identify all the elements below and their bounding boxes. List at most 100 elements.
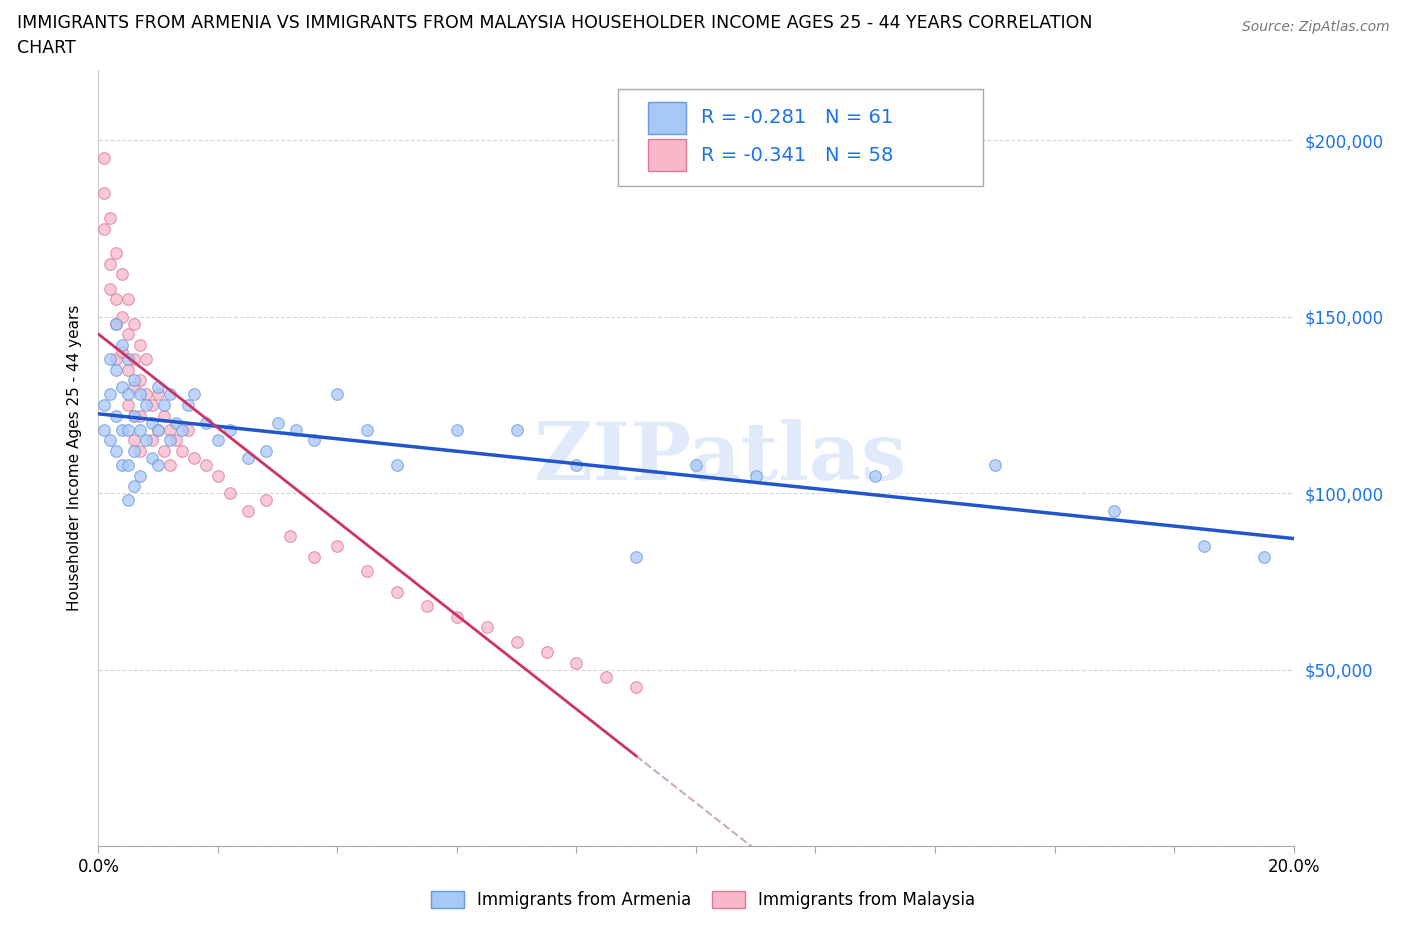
Point: [172, 422, 194, 437]
Point: [207, 433, 229, 448]
Point: [141, 398, 163, 413]
Point: [159, 387, 181, 402]
Point: [302, 433, 325, 448]
Point: [111, 422, 134, 437]
Point: [98, 210, 122, 225]
Point: [111, 310, 134, 325]
Point: [129, 422, 152, 437]
Point: [135, 433, 157, 448]
Point: [326, 538, 349, 553]
FancyBboxPatch shape: [648, 139, 686, 171]
Point: [141, 451, 163, 466]
Point: [153, 444, 176, 458]
Point: [98, 433, 122, 448]
Point: [219, 485, 242, 500]
Point: [385, 585, 409, 600]
Point: [117, 493, 139, 508]
Point: [111, 338, 134, 352]
Point: [219, 422, 242, 437]
Point: [117, 398, 139, 413]
Point: [506, 422, 529, 437]
Point: [165, 433, 187, 448]
Point: [536, 644, 558, 659]
Point: [236, 503, 259, 518]
Point: [105, 292, 128, 307]
Point: [1192, 538, 1215, 553]
Point: [124, 479, 146, 494]
Point: [124, 373, 146, 388]
Point: [98, 281, 122, 296]
Point: [124, 408, 146, 423]
Text: IMMIGRANTS FROM ARMENIA VS IMMIGRANTS FROM MALAYSIA HOUSEHOLDER INCOME AGES 25 -: IMMIGRANTS FROM ARMENIA VS IMMIGRANTS FR…: [17, 14, 1092, 32]
Point: [385, 458, 409, 472]
Point: [117, 327, 139, 342]
Point: [326, 387, 349, 402]
Point: [565, 656, 588, 671]
Y-axis label: Householder Income Ages 25 - 44 years: Householder Income Ages 25 - 44 years: [67, 305, 83, 611]
Point: [565, 458, 588, 472]
Point: [153, 408, 176, 423]
Point: [141, 433, 163, 448]
Point: [183, 451, 205, 466]
Point: [98, 387, 122, 402]
Point: [124, 316, 146, 331]
Point: [195, 416, 218, 431]
Point: [105, 363, 128, 378]
Point: [153, 398, 176, 413]
Point: [93, 151, 115, 166]
Point: [124, 444, 146, 458]
Point: [93, 186, 115, 201]
Point: [195, 458, 218, 472]
Point: [177, 422, 200, 437]
Point: [446, 422, 468, 437]
Point: [105, 316, 128, 331]
Point: [1104, 503, 1126, 518]
Point: [148, 380, 170, 395]
Text: R = -0.341   N = 58: R = -0.341 N = 58: [700, 146, 893, 165]
Point: [177, 398, 200, 413]
Point: [475, 620, 498, 635]
Legend: Immigrants from Armenia, Immigrants from Malaysia: Immigrants from Armenia, Immigrants from…: [422, 883, 984, 917]
Point: [356, 564, 378, 578]
Point: [446, 609, 468, 624]
Point: [626, 550, 648, 565]
Text: Source: ZipAtlas.com: Source: ZipAtlas.com: [1241, 20, 1389, 34]
Point: [105, 352, 128, 366]
Point: [117, 387, 139, 402]
Point: [745, 468, 768, 483]
Point: [865, 468, 887, 483]
Point: [105, 246, 128, 260]
Point: [129, 338, 152, 352]
Point: [117, 292, 139, 307]
Point: [284, 422, 307, 437]
Point: [207, 468, 229, 483]
Point: [93, 398, 115, 413]
Text: ZIPatlas: ZIPatlas: [534, 419, 905, 497]
Point: [135, 352, 157, 366]
FancyBboxPatch shape: [619, 89, 983, 186]
Point: [148, 387, 170, 402]
Point: [356, 422, 378, 437]
Point: [254, 493, 277, 508]
Point: [129, 387, 152, 402]
Point: [117, 352, 139, 366]
Point: [685, 458, 707, 472]
Point: [159, 433, 181, 448]
Point: [135, 398, 157, 413]
Point: [124, 433, 146, 448]
Point: [172, 444, 194, 458]
Point: [1253, 550, 1275, 565]
Point: [111, 345, 134, 360]
Point: [98, 352, 122, 366]
Point: [135, 387, 157, 402]
Text: CHART: CHART: [17, 39, 76, 57]
Point: [984, 458, 1007, 472]
FancyBboxPatch shape: [648, 101, 686, 134]
Point: [105, 316, 128, 331]
Point: [124, 380, 146, 395]
Point: [124, 408, 146, 423]
Point: [148, 458, 170, 472]
Point: [117, 363, 139, 378]
Point: [416, 599, 439, 614]
Point: [148, 422, 170, 437]
